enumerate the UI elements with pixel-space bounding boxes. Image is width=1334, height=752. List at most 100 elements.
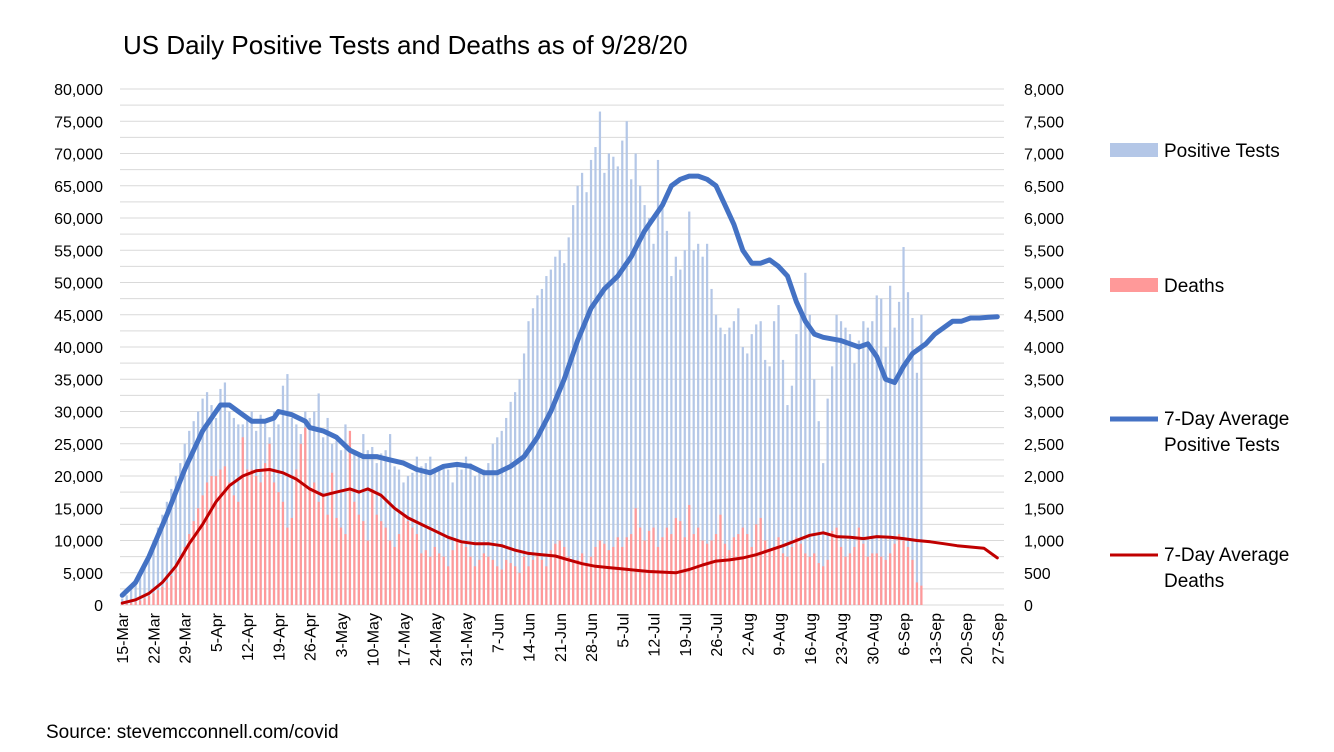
positive-tests-bar <box>630 179 633 606</box>
x-axis-tick-label: 23-Aug <box>834 613 851 665</box>
deaths-bar <box>255 476 258 605</box>
deaths-bar <box>893 543 896 605</box>
average-lines <box>119 173 1000 605</box>
deaths-bar <box>281 501 285 605</box>
deaths-bar <box>603 543 606 605</box>
positive-tests-bar <box>625 121 628 605</box>
deaths-bar <box>237 501 240 605</box>
gridlines <box>120 88 1004 606</box>
deaths-bar <box>313 482 316 605</box>
deaths-bar <box>473 566 477 605</box>
right-axis-tick-label: 6,500 <box>1024 179 1064 196</box>
positive-tests-bar <box>804 272 807 605</box>
deaths-bar <box>594 546 597 605</box>
deaths-bar <box>545 566 548 605</box>
deaths-bar <box>839 546 843 605</box>
positive-tests-bar <box>549 269 552 605</box>
positive-tests-bar <box>817 421 820 605</box>
positive-tests-bar <box>799 314 802 605</box>
positive-tests-bar <box>179 463 182 605</box>
right-axis-tick-label: 2,000 <box>1024 469 1064 486</box>
deaths-bar <box>362 521 365 605</box>
deaths-bar <box>911 559 914 605</box>
right-axis-tick-label: 1,000 <box>1024 534 1064 551</box>
deaths-bar <box>902 540 905 605</box>
positive-tests-bar <box>813 379 816 605</box>
deaths-bar <box>277 492 280 605</box>
positive-tests-bar <box>826 398 829 605</box>
deaths-bar <box>518 572 521 605</box>
deaths-bar <box>272 482 276 605</box>
deaths-bar <box>889 553 892 605</box>
left-axis-tick-label: 30,000 <box>54 405 103 422</box>
deaths-bar <box>121 604 124 605</box>
deaths-bar <box>915 582 919 605</box>
avg-positive-tests-line <box>119 173 1000 598</box>
legend-label: 7-Day Average Deaths <box>1164 545 1289 592</box>
deaths-bar <box>804 553 807 605</box>
deaths-bar <box>205 482 209 605</box>
deaths-bar <box>830 530 834 605</box>
left-axis-tick-label: 45,000 <box>54 308 103 325</box>
positive-tests-bar <box>830 366 834 605</box>
deaths-bar <box>616 537 619 605</box>
deaths-bar <box>688 505 691 605</box>
positive-tests-bar <box>603 172 606 605</box>
positive-tests-bar <box>156 527 160 605</box>
positive-tests-bar <box>902 247 905 605</box>
positive-tests-bar <box>616 166 619 605</box>
deaths-bar <box>563 546 566 605</box>
x-axis-tick-label: 30-Aug <box>865 613 882 665</box>
deaths-bar <box>420 553 423 605</box>
deaths-bar <box>567 556 570 605</box>
deaths-bar <box>491 559 494 605</box>
deaths-bar <box>531 559 535 605</box>
deaths-bar <box>723 543 727 605</box>
positive-tests-bar <box>768 366 771 605</box>
deaths-bar <box>241 437 244 605</box>
deaths-bar <box>286 527 289 605</box>
deaths-bar <box>746 534 749 605</box>
deaths-bar <box>505 559 508 605</box>
deaths-bar <box>866 556 869 605</box>
deaths-bar <box>353 501 356 605</box>
positive-tests-bar <box>505 417 508 605</box>
positive-tests-bar <box>496 437 499 605</box>
right-axis-tick-label: 0 <box>1024 598 1033 615</box>
deaths-bar <box>357 514 360 605</box>
positive-tests-bar <box>670 276 673 605</box>
deaths-bar <box>857 527 861 605</box>
positive-tests-bar <box>522 353 526 605</box>
deaths-bar <box>326 514 329 605</box>
deaths-bar <box>161 586 164 605</box>
deaths-bar <box>844 556 847 605</box>
deaths-bar <box>304 427 307 605</box>
deaths-bar <box>197 508 200 605</box>
deaths-bar <box>371 488 374 605</box>
deaths-bar <box>380 521 383 605</box>
positive-tests-bar <box>545 276 548 605</box>
positive-tests-bar <box>697 243 700 606</box>
deaths-bar <box>612 546 615 605</box>
deaths-bar <box>714 534 718 605</box>
positive-tests-bar <box>639 185 642 605</box>
positive-tests-bar <box>174 476 177 605</box>
positive-tests-bar <box>884 347 887 605</box>
deaths-bar <box>366 540 369 605</box>
positive-tests-bar <box>710 288 713 605</box>
left-axis-tick-label: 70,000 <box>54 147 103 164</box>
deaths-bar <box>210 476 213 605</box>
left-axis-tick-label: 40,000 <box>54 340 103 357</box>
deaths-bar <box>710 540 713 605</box>
positive-tests-bar <box>844 327 847 605</box>
x-axis-tick-label: 20-Sep <box>959 613 976 665</box>
deaths-bar <box>500 569 503 605</box>
deaths-bar <box>268 443 271 605</box>
x-axis-tick-label: 17-May <box>397 613 414 666</box>
x-axis-tick-label: 24-May <box>428 613 445 666</box>
positive-tests-bar <box>875 295 878 605</box>
deaths-bar <box>647 530 651 605</box>
positive-tests-bar <box>424 463 427 605</box>
deaths-bar <box>652 527 655 605</box>
positive-tests-bar <box>853 363 856 605</box>
